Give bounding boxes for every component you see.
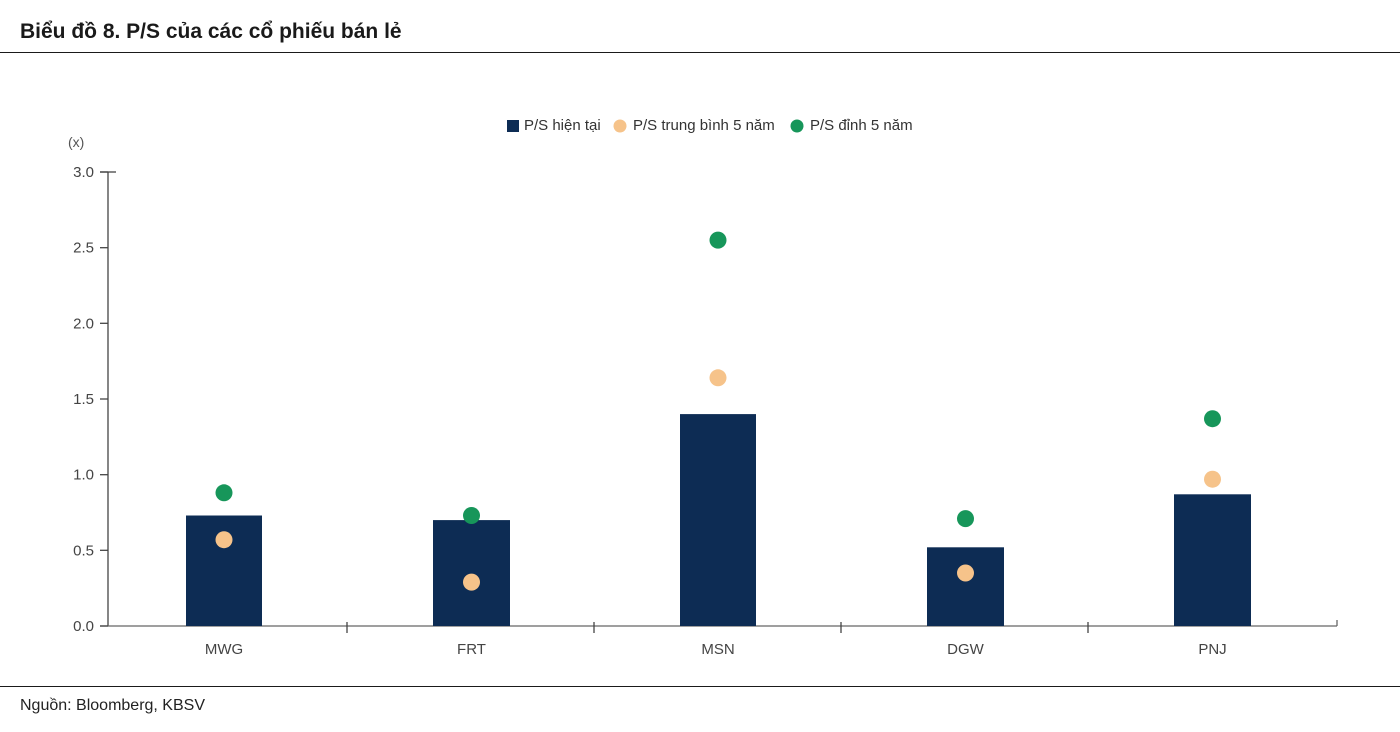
svg-text:1.5: 1.5 xyxy=(73,391,94,408)
svg-text:0.0: 0.0 xyxy=(73,618,94,635)
svg-text:MWG: MWG xyxy=(205,641,243,658)
svg-text:P/S trung bình 5 năm: P/S trung bình 5 năm xyxy=(633,117,775,134)
svg-text:0.5: 0.5 xyxy=(73,542,94,559)
svg-text:DGW: DGW xyxy=(947,641,985,658)
svg-text:2.5: 2.5 xyxy=(73,240,94,257)
svg-text:MSN: MSN xyxy=(701,641,734,658)
svg-text:PNJ: PNJ xyxy=(1198,641,1226,658)
svg-text:1.0: 1.0 xyxy=(73,467,94,484)
svg-text:P/S hiện tại: P/S hiện tại xyxy=(524,117,601,134)
svg-text:P/S đỉnh 5 năm: P/S đỉnh 5 năm xyxy=(810,117,913,134)
svg-text:(x): (x) xyxy=(68,134,84,150)
svg-text:FRT: FRT xyxy=(457,641,486,658)
svg-text:3.0: 3.0 xyxy=(73,164,94,181)
svg-text:2.0: 2.0 xyxy=(73,315,94,332)
